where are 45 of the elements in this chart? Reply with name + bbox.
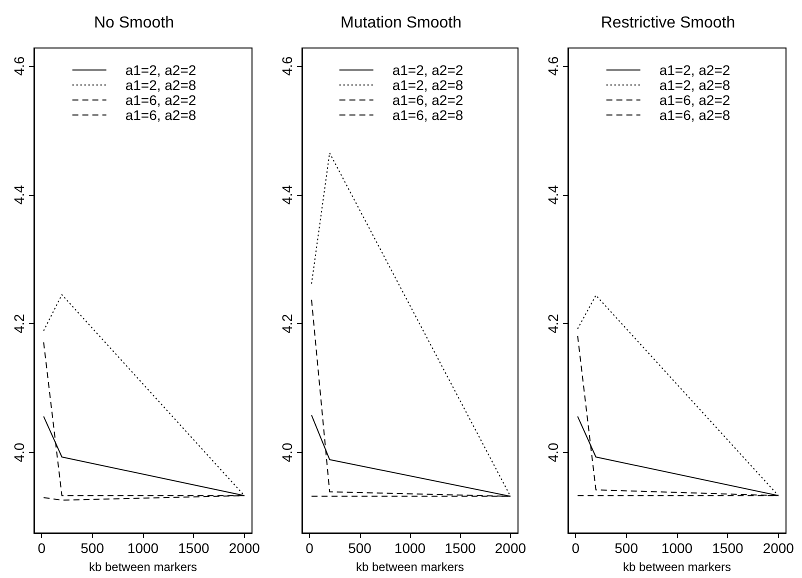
x-tick-label: 500 (80, 540, 104, 556)
y-tick-label: 4.0 (279, 442, 295, 462)
legend-label: a1=6, a2=8 (392, 107, 464, 123)
legend-label: a1=2, a2=2 (659, 62, 730, 78)
x-tick-label: 1000 (394, 540, 426, 556)
x-tick-label: 2000 (762, 540, 794, 556)
legend-label: a1=2, a2=2 (392, 62, 464, 78)
chart-title: No Smooth (94, 14, 174, 32)
x-axis-title: kb between markers (622, 560, 732, 574)
x-tick-label: 2000 (494, 540, 526, 556)
x-tick-label: 1500 (178, 540, 210, 556)
x-axis-title: kb between markers (356, 560, 464, 574)
y-tick-label: 4.2 (545, 314, 561, 334)
x-tick-label: 1000 (661, 540, 693, 556)
x-tick-label: 2000 (228, 540, 260, 556)
y-tick-label: 4.4 (11, 184, 27, 205)
y-tick-label: 4.0 (11, 442, 27, 462)
chart-title: Mutation Smooth (340, 14, 462, 32)
x-tick-label: 0 (572, 540, 580, 556)
y-tick-label: 4.4 (279, 184, 295, 205)
y-tick-label: 4.2 (279, 314, 295, 334)
y-tick-label: 4.2 (11, 314, 27, 334)
y-tick-label: 4.6 (279, 56, 295, 76)
legend-label: a1=2, a2=8 (125, 77, 196, 93)
legend-label: a1=6, a2=2 (125, 92, 196, 108)
x-tick-label: 1500 (712, 540, 744, 556)
legend-label: a1=2, a2=8 (392, 77, 464, 93)
x-tick-label: 1500 (444, 540, 476, 556)
x-axis-title: kb between markers (88, 560, 198, 574)
x-tick-label: 1000 (127, 540, 159, 556)
legend-label: a1=2, a2=2 (125, 62, 196, 78)
y-tick-label: 4.4 (545, 184, 561, 205)
x-tick-label: 0 (38, 540, 46, 556)
legend-label: a1=2, a2=8 (659, 77, 730, 93)
chart-title: Restrictive Smooth (600, 14, 736, 32)
y-tick-label: 4.6 (545, 56, 561, 76)
legend-label: a1=6, a2=8 (125, 107, 196, 123)
legend-label: a1=6, a2=2 (659, 92, 730, 108)
y-tick-label: 4.6 (11, 56, 27, 76)
x-tick-label: 500 (348, 540, 372, 556)
x-tick-label: 500 (614, 540, 638, 556)
x-tick-label: 0 (306, 540, 314, 556)
y-tick-label: 4.0 (545, 442, 561, 462)
legend-label: a1=6, a2=8 (659, 107, 730, 123)
legend-label: a1=6, a2=2 (392, 92, 464, 108)
